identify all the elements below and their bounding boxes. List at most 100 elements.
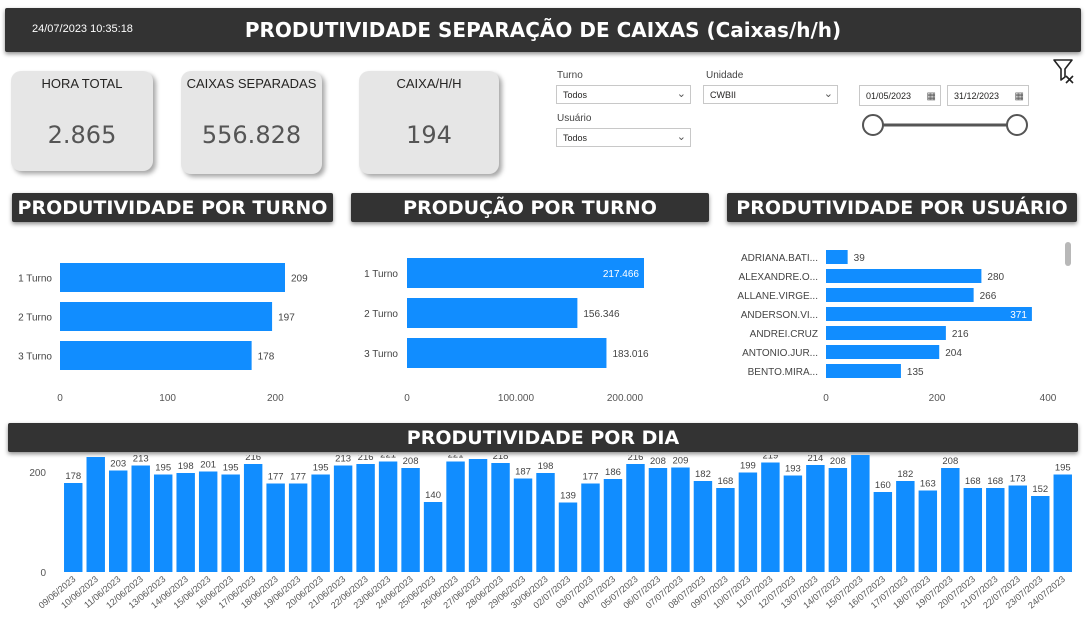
bar[interactable] xyxy=(851,455,870,572)
filter-icon[interactable] xyxy=(1052,58,1076,84)
bar[interactable] xyxy=(60,302,273,331)
bar[interactable] xyxy=(288,483,308,573)
bar[interactable] xyxy=(176,473,195,572)
slider-handle-end[interactable] xyxy=(1006,114,1028,136)
bar[interactable] xyxy=(446,461,465,573)
bar[interactable] xyxy=(986,488,1005,572)
data-label: 214 xyxy=(807,455,823,464)
data-label: 213 xyxy=(335,455,351,465)
data-label: 230 xyxy=(88,455,104,456)
bar[interactable] xyxy=(826,250,848,264)
turno-dropdown[interactable]: Todos ⌄ xyxy=(556,85,691,104)
bar[interactable] xyxy=(826,288,974,302)
bar[interactable] xyxy=(826,345,940,359)
data-label: 209 xyxy=(291,274,308,285)
bar[interactable] xyxy=(221,474,240,573)
calendar-icon[interactable]: ▦ xyxy=(1014,91,1024,102)
bar[interactable] xyxy=(738,472,758,573)
bar[interactable] xyxy=(693,481,713,572)
bar[interactable] xyxy=(491,463,510,572)
unidade-dropdown[interactable]: CWBII ⌄ xyxy=(703,85,838,104)
bar[interactable] xyxy=(153,474,173,573)
bar[interactable] xyxy=(64,483,83,572)
axis-tick-label: 200.000 xyxy=(607,393,644,404)
bar[interactable] xyxy=(873,492,893,572)
axis-tick-label: 200 xyxy=(929,393,946,404)
bar[interactable] xyxy=(806,465,825,572)
unidade-slicer-label: Unidade xyxy=(706,70,744,81)
data-label: 199 xyxy=(740,461,756,472)
bar[interactable] xyxy=(716,488,735,572)
date-end-input[interactable]: 31/12/2023 ▦ xyxy=(947,85,1029,106)
category-label: ANDERSON.VI... xyxy=(741,310,818,321)
bar[interactable] xyxy=(407,338,607,368)
bar[interactable] xyxy=(513,478,533,573)
bar[interactable] xyxy=(378,461,398,573)
bar[interactable] xyxy=(626,464,645,572)
bar[interactable] xyxy=(1031,496,1050,572)
data-label: 195 xyxy=(155,463,171,474)
data-label: 216 xyxy=(358,455,374,463)
bar[interactable] xyxy=(407,258,644,288)
scrollbar-thumb[interactable] xyxy=(1065,242,1071,266)
data-label: 152 xyxy=(1032,484,1048,495)
data-label: 209 xyxy=(673,456,689,467)
bar[interactable] xyxy=(828,468,848,572)
bar[interactable] xyxy=(423,502,443,572)
bar[interactable] xyxy=(896,481,915,572)
date-range-slider[interactable] xyxy=(855,110,1040,142)
bar[interactable] xyxy=(558,502,578,573)
bar[interactable] xyxy=(311,474,330,573)
bar[interactable] xyxy=(648,468,668,572)
bar[interactable] xyxy=(401,468,420,572)
report-header: 24/07/2023 10:35:18 PRODUTIVIDADE SEPARA… xyxy=(5,8,1081,52)
bar[interactable] xyxy=(468,459,488,572)
section-title-text: PRODUÇÃO POR TURNO xyxy=(403,196,657,219)
data-label: 208 xyxy=(830,456,846,467)
bar[interactable] xyxy=(826,269,982,283)
bar[interactable] xyxy=(826,326,946,340)
data-label: 226 xyxy=(470,455,486,458)
usuario-dropdown[interactable]: Todos ⌄ xyxy=(556,128,691,147)
bar[interactable] xyxy=(826,364,901,378)
bar[interactable] xyxy=(356,464,375,572)
data-label: 195 xyxy=(313,463,329,474)
bar[interactable] xyxy=(603,479,623,572)
data-label: 39 xyxy=(854,253,866,264)
bar[interactable] xyxy=(60,263,285,292)
calendar-icon[interactable]: ▦ xyxy=(926,91,936,102)
date-start-input[interactable]: 01/05/2023 ▦ xyxy=(859,85,941,106)
bar[interactable] xyxy=(918,490,938,573)
kpi-card-caixa-hh: CAIXA/H/H 194 xyxy=(359,71,499,174)
bar[interactable] xyxy=(671,467,690,573)
bar[interactable] xyxy=(761,462,780,573)
slider-handle-start[interactable] xyxy=(862,114,884,136)
bar[interactable] xyxy=(198,471,218,573)
category-label: ADRIANA.BATI... xyxy=(741,253,818,264)
bar[interactable] xyxy=(60,341,252,370)
data-label: 168 xyxy=(987,476,1003,487)
usuario-slicer-label: Usuário xyxy=(557,113,592,124)
chevron-down-icon: ⌄ xyxy=(676,131,686,143)
bar[interactable] xyxy=(1053,474,1072,573)
category-label: 2 Turno xyxy=(18,313,52,324)
data-label: 177 xyxy=(290,472,306,483)
bar[interactable] xyxy=(109,470,128,573)
data-label: 204 xyxy=(945,348,962,359)
bar[interactable] xyxy=(131,465,150,573)
bar[interactable] xyxy=(536,473,555,572)
bar[interactable] xyxy=(826,307,1032,321)
data-label: 197 xyxy=(278,313,295,324)
bar[interactable] xyxy=(941,468,960,572)
bar[interactable] xyxy=(243,464,263,572)
data-label: 182 xyxy=(695,469,711,480)
bar[interactable] xyxy=(963,488,983,572)
bar[interactable] xyxy=(407,298,578,328)
bar[interactable] xyxy=(333,465,353,573)
bar[interactable] xyxy=(86,457,105,572)
bar[interactable] xyxy=(266,483,285,573)
data-label: 186 xyxy=(605,467,621,478)
bar[interactable] xyxy=(783,475,803,573)
bar[interactable] xyxy=(1008,485,1027,573)
bar[interactable] xyxy=(581,483,600,573)
